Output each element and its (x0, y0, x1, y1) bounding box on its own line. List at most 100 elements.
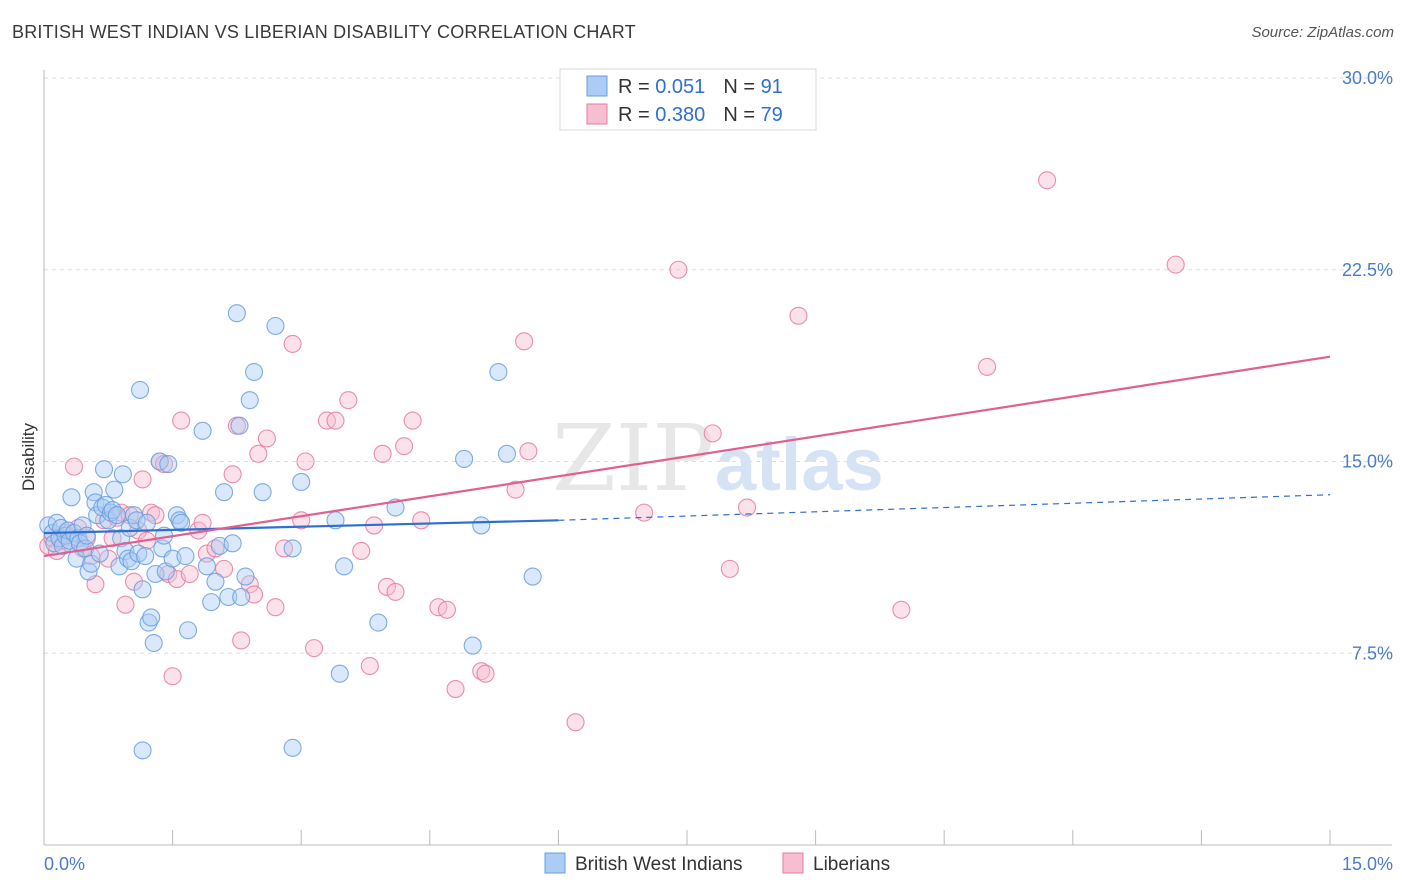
data-point (283, 738, 302, 757)
data-point (360, 656, 379, 676)
data-point (172, 411, 191, 430)
data-point (326, 411, 345, 430)
data-point (978, 357, 997, 376)
data-point (130, 380, 150, 399)
x-tick-labels: 0.0% 15.0% (44, 854, 1393, 874)
stats-r-value: 0.051 (655, 76, 705, 98)
data-point (373, 444, 392, 463)
data-point (566, 713, 585, 732)
y-tick-label: 22.5% (1342, 260, 1393, 280)
data-point (892, 600, 911, 619)
data-point (159, 455, 178, 474)
y-tick-label: 7.5% (1352, 643, 1393, 663)
data-point (253, 483, 272, 502)
data-point (90, 544, 109, 563)
stats-row: R = 0.380 N = 79 (618, 104, 783, 126)
data-point (142, 608, 161, 627)
data-point (266, 316, 285, 336)
data-point (219, 587, 238, 607)
stats-n-label: N = (723, 104, 760, 126)
stats-n-value: 79 (761, 104, 783, 126)
stats-r-label: R = (618, 76, 655, 98)
axes (43, 70, 1392, 846)
y-tick-label: 30.0% (1342, 68, 1393, 88)
data-point (133, 580, 152, 599)
data-point (193, 421, 212, 440)
data-point (129, 544, 148, 563)
data-point (172, 513, 191, 532)
data-point (223, 534, 242, 553)
data-point (116, 595, 135, 614)
data-point (214, 483, 234, 502)
data-point (305, 639, 324, 658)
data-point (257, 429, 276, 448)
stats-r-label: R = (618, 104, 655, 126)
data-point (62, 488, 81, 507)
legend-label: British West Indians (575, 854, 743, 875)
data-point (446, 679, 465, 699)
chart-title: BRITISH WEST INDIAN VS LIBERIAN DISABILI… (12, 22, 636, 42)
data-point (489, 362, 508, 382)
x-tick-label: 15.0% (1342, 854, 1393, 874)
stats-swatch (586, 75, 608, 97)
data-point (703, 424, 722, 443)
data-point (94, 460, 114, 479)
stats-n-value: 91 (761, 76, 783, 98)
data-point (122, 552, 141, 571)
data-point (180, 564, 199, 584)
data-point (249, 444, 268, 463)
data-point (330, 664, 349, 683)
data-point (105, 480, 124, 499)
data-point (144, 633, 163, 653)
data-point (412, 511, 431, 530)
data-point (139, 613, 158, 632)
watermark-zip: ZIP (552, 405, 714, 512)
data-point (737, 498, 757, 517)
grid-lines (44, 77, 1392, 654)
data-point (335, 557, 354, 576)
data-point (240, 391, 259, 410)
data-point (377, 577, 396, 596)
data-point (386, 582, 405, 601)
data-point (720, 559, 739, 578)
data-point (133, 470, 152, 489)
data-point (197, 557, 216, 576)
bottom-legend: British West Indians Liberians (544, 852, 890, 875)
watermark: ZIP atlas (552, 405, 884, 512)
data-point (296, 452, 315, 471)
data-point (64, 457, 84, 476)
data-point (202, 593, 221, 612)
data-point (437, 600, 456, 619)
data-point (497, 444, 517, 463)
data-point (523, 567, 542, 586)
data-point (206, 572, 225, 591)
data-point (352, 541, 371, 561)
data-point (635, 503, 654, 522)
trend-line-british-west-indians-extension (558, 494, 1331, 521)
data-point (472, 516, 491, 535)
data-point (789, 306, 808, 325)
data-point (236, 567, 255, 586)
data-point (369, 613, 388, 632)
data-point (232, 631, 251, 650)
data-point (232, 587, 251, 607)
data-point (127, 511, 146, 530)
trend-line-liberians (43, 355, 1331, 558)
stats-n-label: N = (723, 76, 760, 98)
legend-swatch (544, 852, 566, 874)
y-tick-label: 15.0% (1342, 452, 1393, 472)
x-tick-label: 0.0% (44, 854, 85, 874)
data-point (227, 304, 246, 323)
stats-row: R = 0.051 N = 91 (618, 76, 783, 98)
data-point (283, 539, 302, 558)
legend-label: Liberians (813, 854, 890, 875)
watermark-atlas: atlas (715, 423, 884, 506)
data-point (476, 664, 495, 683)
data-point (178, 621, 198, 640)
data-point (73, 516, 92, 535)
data-point (1166, 255, 1185, 274)
data-point (403, 411, 422, 430)
stats-r-value: 0.380 (655, 104, 705, 126)
y-axis-title: Disability (19, 422, 38, 491)
